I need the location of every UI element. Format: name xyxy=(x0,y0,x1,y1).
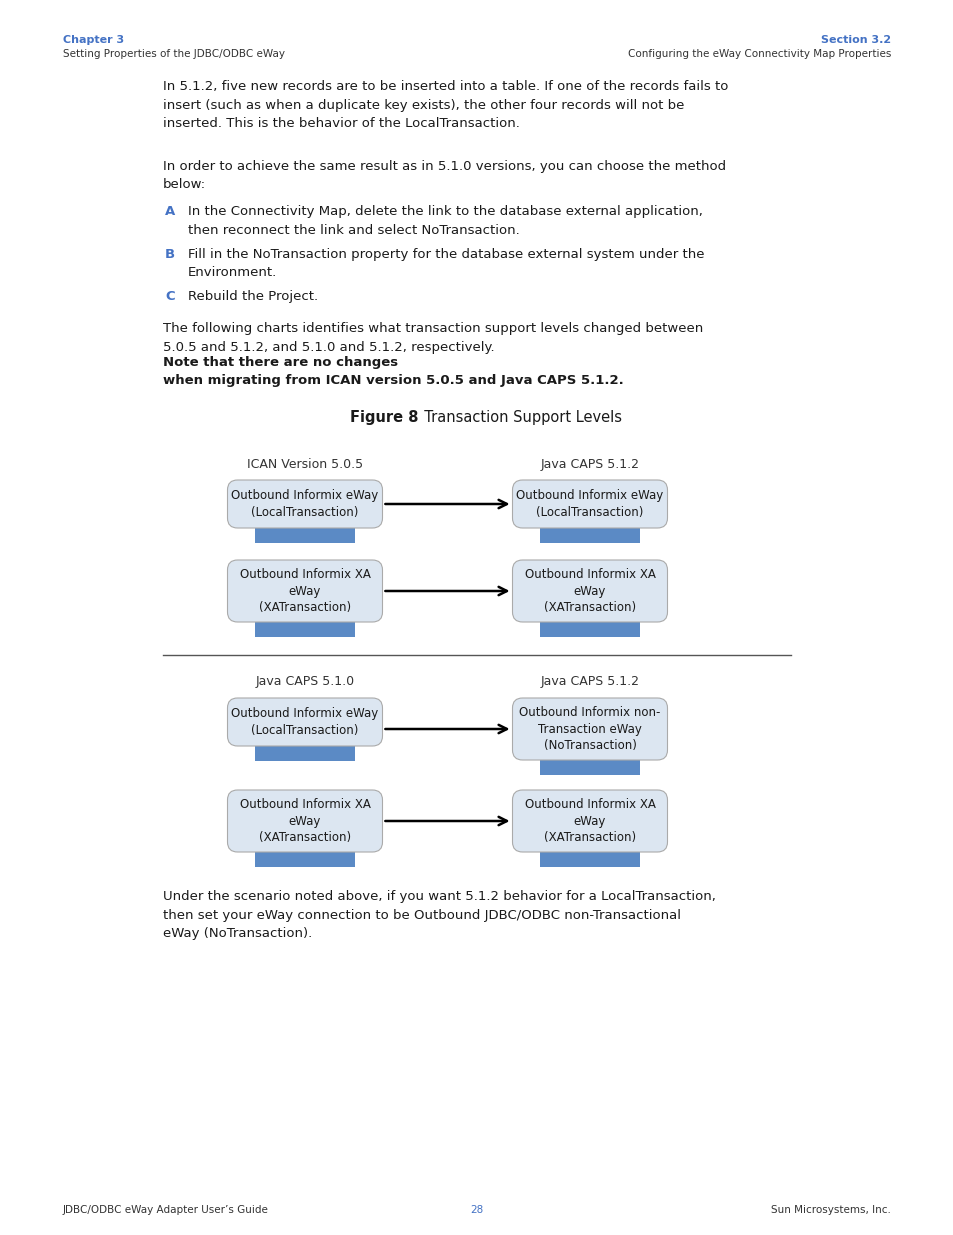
Text: JDBC/ODBC eWay Adapter User’s Guide: JDBC/ODBC eWay Adapter User’s Guide xyxy=(63,1205,269,1215)
Text: Rebuild the Project.: Rebuild the Project. xyxy=(188,290,317,303)
Text: Outbound Informix XA
eWay
(XATransaction): Outbound Informix XA eWay (XATransaction… xyxy=(239,568,370,615)
Text: Outbound Informix eWay
(LocalTransaction): Outbound Informix eWay (LocalTransaction… xyxy=(516,489,663,519)
Text: Fill in the NoTransaction property for the database external system under the
En: Fill in the NoTransaction property for t… xyxy=(188,248,703,279)
Bar xyxy=(539,852,639,867)
Text: In 5.1.2, five new records are to be inserted into a table. If one of the record: In 5.1.2, five new records are to be ins… xyxy=(163,80,727,130)
Text: Outbound Informix XA
eWay
(XATransaction): Outbound Informix XA eWay (XATransaction… xyxy=(524,568,655,615)
Text: C: C xyxy=(165,290,174,303)
Text: when migrating from ICAN version 5.0.5 and Java CAPS 5.1.2.: when migrating from ICAN version 5.0.5 a… xyxy=(163,374,623,387)
FancyBboxPatch shape xyxy=(227,559,382,622)
Text: Outbound Informix eWay
(LocalTransaction): Outbound Informix eWay (LocalTransaction… xyxy=(232,706,378,737)
FancyBboxPatch shape xyxy=(227,480,382,529)
Text: Configuring the eWay Connectivity Map Properties: Configuring the eWay Connectivity Map Pr… xyxy=(627,49,890,59)
FancyBboxPatch shape xyxy=(512,559,667,622)
Text: Java CAPS 5.1.2: Java CAPS 5.1.2 xyxy=(540,676,639,688)
Text: In the Connectivity Map, delete the link to the database external application,
t: In the Connectivity Map, delete the link… xyxy=(188,205,702,236)
Text: Outbound Informix XA
eWay
(XATransaction): Outbound Informix XA eWay (XATransaction… xyxy=(239,798,370,845)
FancyBboxPatch shape xyxy=(512,790,667,852)
Bar xyxy=(539,622,639,637)
Bar xyxy=(254,529,355,543)
Text: Under the scenario noted above, if you want 5.1.2 behavior for a LocalTransactio: Under the scenario noted above, if you w… xyxy=(163,890,715,940)
Bar xyxy=(539,529,639,543)
Text: Outbound Informix XA
eWay
(XATransaction): Outbound Informix XA eWay (XATransaction… xyxy=(524,798,655,845)
Text: Figure 8: Figure 8 xyxy=(350,410,418,425)
Text: In order to achieve the same result as in 5.1.0 versions, you can choose the met: In order to achieve the same result as i… xyxy=(163,161,725,191)
FancyBboxPatch shape xyxy=(227,790,382,852)
Text: Outbound Informix non-
Transaction eWay
(NoTransaction): Outbound Informix non- Transaction eWay … xyxy=(518,705,660,752)
FancyBboxPatch shape xyxy=(227,698,382,746)
Text: Transaction Support Levels: Transaction Support Levels xyxy=(415,410,621,425)
Text: 28: 28 xyxy=(470,1205,483,1215)
Bar xyxy=(254,622,355,637)
Text: Chapter 3: Chapter 3 xyxy=(63,35,124,44)
FancyBboxPatch shape xyxy=(512,480,667,529)
Text: ICAN Version 5.0.5: ICAN Version 5.0.5 xyxy=(247,458,363,471)
Bar xyxy=(254,852,355,867)
Text: B: B xyxy=(165,248,175,261)
Text: Java CAPS 5.1.0: Java CAPS 5.1.0 xyxy=(255,676,355,688)
Text: Setting Properties of the JDBC/ODBC eWay: Setting Properties of the JDBC/ODBC eWay xyxy=(63,49,285,59)
Text: Java CAPS 5.1.2: Java CAPS 5.1.2 xyxy=(540,458,639,471)
FancyBboxPatch shape xyxy=(512,698,667,760)
Bar xyxy=(254,746,355,761)
Text: Section 3.2: Section 3.2 xyxy=(820,35,890,44)
Bar xyxy=(539,760,639,776)
Text: Outbound Informix eWay
(LocalTransaction): Outbound Informix eWay (LocalTransaction… xyxy=(232,489,378,519)
Text: Sun Microsystems, Inc.: Sun Microsystems, Inc. xyxy=(770,1205,890,1215)
Text: Note that there are no changes: Note that there are no changes xyxy=(163,356,397,369)
Text: A: A xyxy=(165,205,175,219)
Text: The following charts identifies what transaction support levels changed between
: The following charts identifies what tra… xyxy=(163,322,702,353)
